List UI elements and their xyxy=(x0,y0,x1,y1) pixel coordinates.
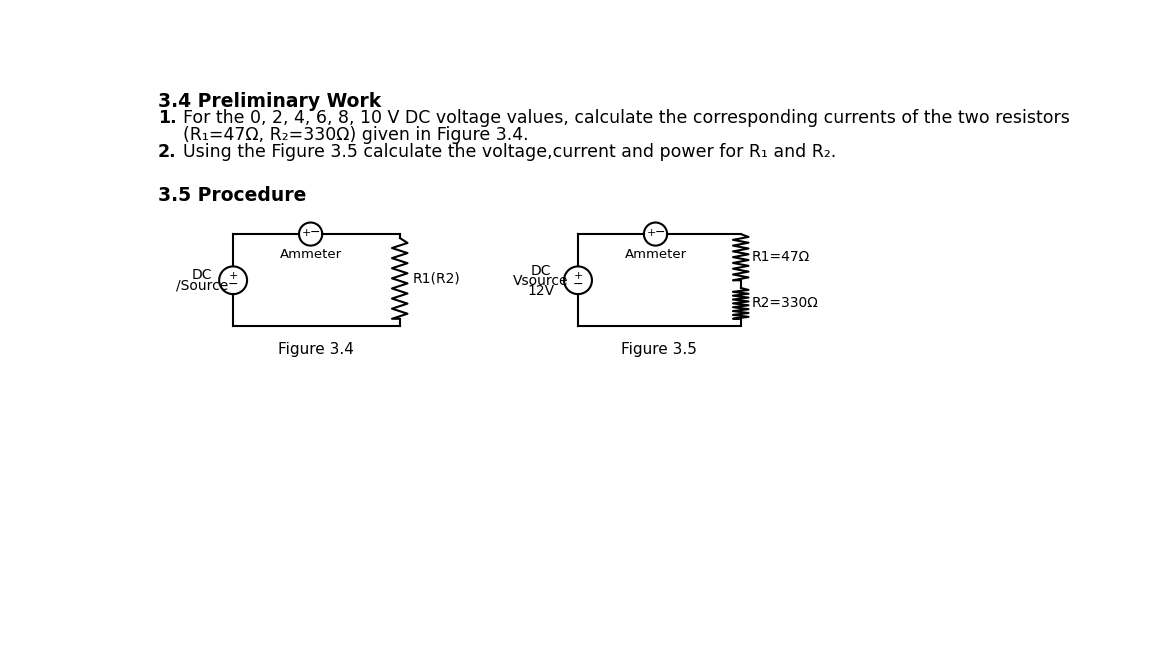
Text: Using the Figure 3.5 calculate the voltage,current and power for R₁ and R₂.: Using the Figure 3.5 calculate the volta… xyxy=(183,143,836,161)
Text: 2.: 2. xyxy=(158,143,176,161)
Text: −: − xyxy=(228,279,238,292)
Text: Ammeter: Ammeter xyxy=(624,248,687,261)
Text: −: − xyxy=(654,226,666,239)
Text: R1(R2): R1(R2) xyxy=(412,272,460,285)
Text: For the 0, 2, 4, 6, 8, 10 V DC voltage values, calculate the corresponding curre: For the 0, 2, 4, 6, 8, 10 V DC voltage v… xyxy=(183,110,1069,127)
Text: −: − xyxy=(573,279,583,292)
Text: +: + xyxy=(302,227,311,238)
Text: +: + xyxy=(647,227,657,238)
Text: +: + xyxy=(228,271,237,281)
Text: Ammeter: Ammeter xyxy=(280,248,342,261)
Text: DC: DC xyxy=(531,264,551,278)
Text: Figure 3.4: Figure 3.4 xyxy=(279,342,355,357)
Text: +: + xyxy=(574,271,583,281)
Text: 1.: 1. xyxy=(158,110,176,127)
Text: R2=330Ω: R2=330Ω xyxy=(751,296,818,310)
Text: /Source: /Source xyxy=(176,279,228,293)
Text: (R₁=47Ω, R₂=330Ω) given in Figure 3.4.: (R₁=47Ω, R₂=330Ω) given in Figure 3.4. xyxy=(183,126,529,145)
Text: 3.5 Procedure: 3.5 Procedure xyxy=(158,185,306,205)
Text: 3.4 Preliminary Work: 3.4 Preliminary Work xyxy=(158,91,381,111)
Text: −: − xyxy=(310,226,320,239)
Text: DC: DC xyxy=(192,268,212,282)
Text: R1=47Ω: R1=47Ω xyxy=(751,250,810,264)
Text: 12V: 12V xyxy=(528,284,554,298)
Text: Vsource: Vsource xyxy=(513,274,569,288)
Text: Figure 3.5: Figure 3.5 xyxy=(621,342,697,357)
